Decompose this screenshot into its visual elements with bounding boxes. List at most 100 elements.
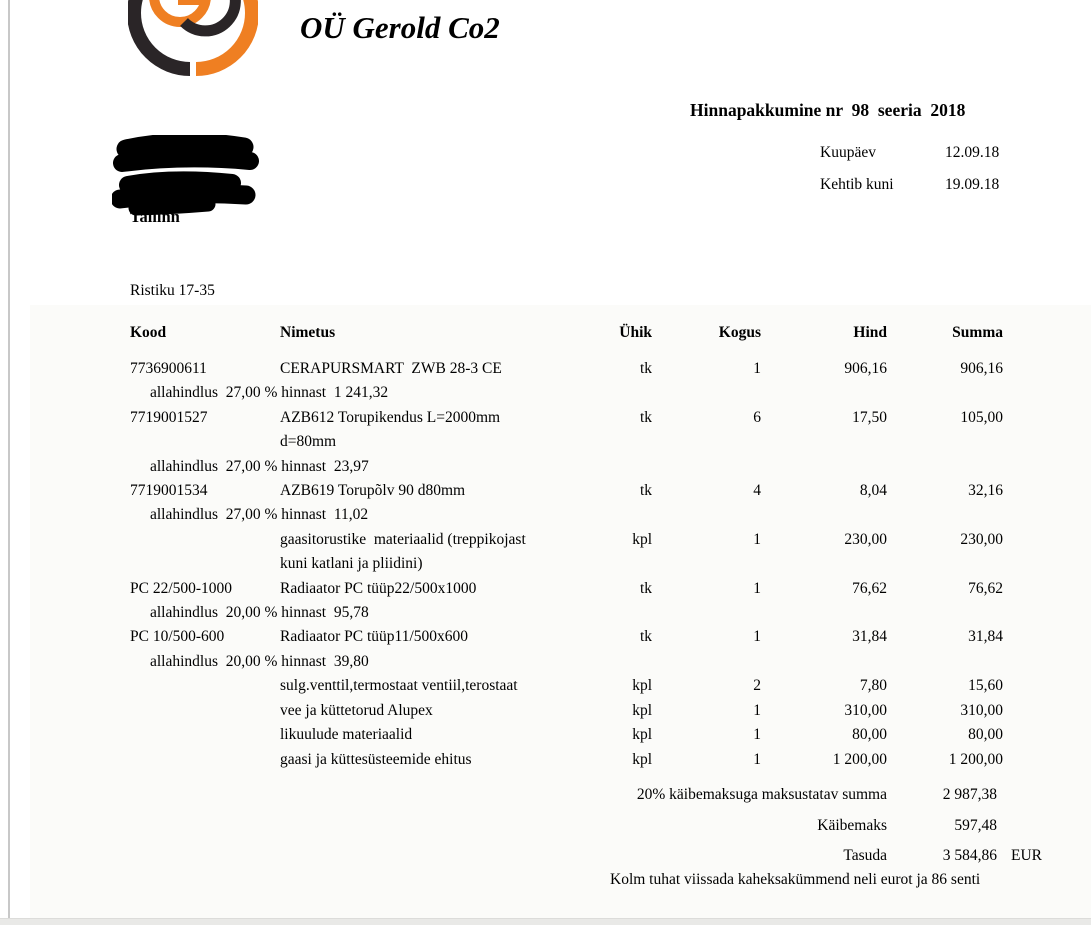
amount-in-words: Kolm tuhat viissada kaheksakümmend neli … — [610, 871, 981, 888]
item-qty-cell: 2 — [753, 677, 761, 695]
item-discount-line: allahindlus 20,00 % hinnast 95,78 — [150, 604, 369, 622]
table-row: vee ja küttetorud Alupex kpl 1 310,00 310,00 — [0, 699, 1091, 723]
taxable-total-row: 20% käibemaksuga maksustatav summa 2 987… — [0, 783, 1091, 807]
item-discount-line: allahindlus 20,00 % hinnast 39,80 — [150, 652, 369, 670]
item-sum-cell: 310,00 — [960, 701, 1003, 719]
item-price-cell: 17,50 — [852, 408, 887, 426]
header-nimetus: Nimetus — [280, 324, 336, 341]
vat-value: 597,48 — [954, 817, 997, 834]
item-sum-cell — [887, 552, 1003, 576]
item-sum-cell: 1 200,00 — [948, 750, 1003, 768]
item-sum-cell: 15,60 — [968, 677, 1003, 695]
document-title: Hinnapakkumine nr 98 seeria 2018 — [690, 100, 966, 120]
table-row: 7719001527 AZB612 Torupikendus L=2000mm tk… — [0, 406, 1091, 430]
item-sum-cell: 31,84 — [968, 628, 1003, 646]
item-price-cell: 7,80 — [859, 677, 887, 695]
item-discount-line: allahindlus 27,00 % hinnast 23,97 — [150, 457, 369, 475]
item-code-cell — [130, 723, 280, 747]
item-name-cell: AZB612 Torupikendus L=2000mm — [280, 408, 501, 426]
item-qty-cell: 1 — [753, 628, 761, 646]
header-kood: Kood — [130, 324, 167, 341]
item-unit-cell: kpl — [632, 530, 652, 548]
table-row: PC 10/500-600 Radiaator PC tüüp11/500x600… — [0, 625, 1091, 649]
item-code-cell — [130, 430, 280, 454]
currency-code: EUR — [1011, 847, 1042, 864]
item-code-cell: 7736900611 — [130, 360, 207, 377]
item-qty-cell: 4 — [753, 482, 761, 500]
table-background-panel — [30, 305, 1091, 918]
date-label: Kuupäev — [820, 144, 876, 161]
item-unit-cell: kpl — [632, 750, 652, 768]
item-name-cell: Radiaator PC tüüp11/500x600 — [280, 628, 468, 646]
item-qty-cell: 1 — [753, 360, 761, 377]
item-sum-cell: 32,16 — [968, 482, 1003, 500]
header-kogus: Kogus — [718, 324, 761, 341]
item-discount-line: allahindlus 27,00 % hinnast 11,02 — [150, 506, 369, 524]
amount-due-value: 3 584,86 — [942, 847, 997, 864]
item-name-cell: likuulude materiaalid — [280, 726, 413, 744]
item-code-cell: 7719001534 — [130, 482, 208, 500]
valid-until-value: 19.09.18 — [945, 176, 1000, 193]
item-sum-cell: 80,00 — [968, 726, 1003, 744]
item-code-cell: 7719001527 — [130, 408, 208, 426]
header-yhik: Ühik — [619, 324, 652, 341]
bottom-edge-strip — [0, 918, 1091, 925]
item-name-cell: d=80mm — [280, 433, 337, 451]
item-unit-cell: kpl — [632, 726, 652, 744]
redaction-scribble — [112, 135, 259, 216]
item-price-cell: 310,00 — [844, 701, 887, 719]
item-price-cell: 8,04 — [859, 482, 887, 500]
item-name-cell: Radiaator PC tüüp22/500x1000 — [280, 579, 477, 597]
item-sum-cell: 906,16 — [960, 360, 1003, 377]
item-name-cell: vee ja küttetorud Alupex — [280, 701, 433, 719]
left-edge-divider — [8, 0, 10, 925]
item-name-cell: CERAPURSMART ZWB 28-3 CE — [280, 360, 502, 377]
item-unit-cell: tk — [639, 628, 652, 646]
table-row: d=80mm — [0, 430, 1091, 454]
item-name-cell: gaasi ja küttesüsteemide ehitus — [280, 750, 472, 768]
item-code-cell: PC 10/500-600 — [130, 628, 225, 646]
company-name: OÜ Gerold Co2 — [300, 10, 500, 45]
item-sum-cell: 105,00 — [960, 408, 1003, 426]
item-qty-cell: 1 — [753, 579, 761, 597]
customer-city: Tallinn — [130, 207, 180, 226]
item-qty-cell — [652, 430, 761, 454]
item-code-cell — [130, 552, 280, 576]
taxable-total-label: 20% käibemaksuga maksustatav summa — [636, 786, 887, 803]
table-row: gaasitorustike materiaalid (treppikojast… — [0, 528, 1091, 552]
item-price-cell — [761, 430, 887, 454]
item-price-cell: 230,00 — [844, 530, 887, 548]
header-summa: Summa — [952, 324, 1003, 341]
item-sum-cell: 230,00 — [960, 530, 1003, 548]
item-sum-cell: 76,62 — [968, 579, 1003, 597]
table-row: 7736900611 CERAPURSMART ZWB 28-3 CE tk 1 906… — [0, 357, 1091, 381]
item-unit-cell: tk — [639, 482, 652, 500]
item-price-cell: 1 200,00 — [832, 750, 887, 768]
date-value: 12.09.18 — [945, 144, 1000, 161]
item-qty-cell — [652, 552, 761, 576]
item-name-cell: sulg.venttil,termostaat ventiil,terostaa… — [280, 677, 518, 695]
company-logo-icon — [128, 0, 258, 76]
taxable-total-value: 2 987,38 — [942, 786, 997, 803]
table-row: sulg.venttil,termostaat ventiil,terostaa… — [0, 674, 1091, 698]
table-row: likuulude materiaalid kpl 1 80,00 80,00 — [0, 723, 1091, 747]
item-qty-cell: 6 — [753, 408, 761, 426]
item-unit-cell: tk — [639, 408, 652, 426]
item-unit-cell: kpl — [632, 701, 652, 719]
item-unit-cell: tk — [639, 579, 652, 597]
item-code-cell — [130, 748, 280, 772]
item-code-cell — [130, 699, 280, 723]
item-unit-cell — [600, 430, 652, 454]
table-header: Kood Nimetus Ühik Kogus Hind Summa — [0, 321, 1091, 345]
table-row: kuni katlani ja pliidini) — [0, 552, 1091, 576]
item-unit-cell: kpl — [632, 677, 652, 695]
item-qty-cell: 1 — [753, 726, 761, 744]
item-unit-cell — [600, 552, 652, 576]
table-row: PC 22/500-1000 Radiaator PC tüüp22/500x10… — [0, 577, 1091, 601]
item-name-cell: AZB619 Torupõlv 90 d80mm — [280, 482, 466, 500]
item-qty-cell: 1 — [753, 701, 761, 719]
valid-until-label: Kehtib kuni — [820, 176, 894, 193]
vat-row: Käibemaks 597,48 — [0, 814, 1091, 838]
table-row: gaasi ja küttesüsteemide ehitus kpl 1 1 200… — [0, 748, 1091, 772]
